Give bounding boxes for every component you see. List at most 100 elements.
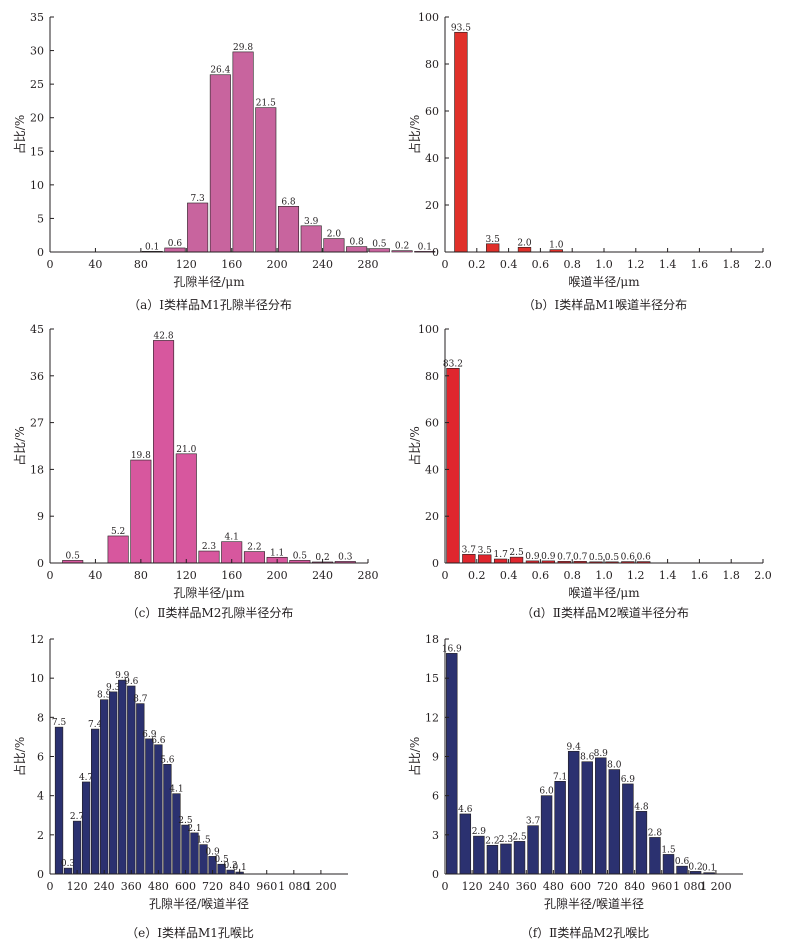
x-tick-label-e-6: 720 xyxy=(202,880,223,893)
y-axis-title-e: 占比/% xyxy=(12,737,27,776)
bar-c-7 xyxy=(243,551,265,564)
y-axis-title-c: 占比/% xyxy=(12,426,27,465)
bar-e-2 xyxy=(72,820,82,875)
y-tick-label-c-5: 45 xyxy=(30,323,44,336)
data-label-f-8: 7.1 xyxy=(553,772,567,782)
data-label-e-10: 6.9 xyxy=(142,730,157,740)
data-label-e-15: 2.1 xyxy=(187,824,201,834)
y-tick-label-e-2: 4 xyxy=(37,790,44,803)
data-label-f-11: 8.9 xyxy=(594,749,609,759)
data-label-f-4: 2.3 xyxy=(499,835,514,845)
y-tick-label-a-3: 15 xyxy=(30,145,44,158)
chart-svg-f: 16.9 4.6 2.92.2 2.3 2.5 3.7 6.0 7.1 9.48.6 8.9 8.0… xyxy=(407,633,743,911)
data-label-c-6: 4.1 xyxy=(225,533,239,543)
data-label-a-9: 0.8 xyxy=(349,238,364,248)
data-label-e-11: 6.6 xyxy=(151,736,166,746)
y-tick-label-c-1: 9 xyxy=(37,510,44,523)
x-tick-label-e-10: 1 200 xyxy=(305,880,337,893)
y-axis-title-f: 占比/% xyxy=(407,737,422,776)
chart-svg-a: 0.1 0.6 7.3 26.4 29.8 21.5 6.8 3.9 2.0 0.8 0.5 0.2 0… xyxy=(12,11,436,289)
y-tick-label-d-4: 80 xyxy=(425,370,439,383)
bar-f-1 xyxy=(459,813,472,875)
data-label-c-8: 1.1 xyxy=(270,548,284,558)
x-tick-label-c-6: 240 xyxy=(312,569,333,582)
x-tick-label-f-2: 240 xyxy=(489,880,510,893)
data-label-e-19: 0.2 xyxy=(223,861,237,871)
data-label-c-0: 0.5 xyxy=(66,551,81,561)
x-tick-label-c-7: 280 xyxy=(358,569,379,582)
data-label-f-3: 2.2 xyxy=(485,836,499,846)
x-tick-label-e-3: 360 xyxy=(121,880,142,893)
y-tick-label-b-4: 80 xyxy=(425,58,439,71)
data-label-d-4: 2.5 xyxy=(509,548,524,558)
bar-f-13 xyxy=(622,783,634,875)
x-tick-label-c-2: 80 xyxy=(134,569,148,582)
data-label-e-3: 4.7 xyxy=(79,773,94,783)
y-tick-label-b-5: 100 xyxy=(418,11,439,24)
x-tick-label-e-1: 120 xyxy=(67,880,88,893)
bar-f-4 xyxy=(500,843,512,875)
chart-panel-c: 0.5 5.2 19.8 42.8 21.0 2.3 4.1 2.2 1.1 0.5 0.2 0.3 0… xyxy=(0,316,395,626)
x-tick-label-b-5: 1.0 xyxy=(595,258,613,271)
bar-a-6 xyxy=(277,206,300,253)
x-tick-label-e-2: 240 xyxy=(94,880,115,893)
data-label-f-14: 4.8 xyxy=(634,802,649,812)
data-label-c-9: 0.5 xyxy=(293,551,308,561)
y-tick-label-e-4: 8 xyxy=(37,711,44,724)
data-label-e-2: 2.7 xyxy=(70,812,85,822)
y-tick-label-c-4: 36 xyxy=(30,370,44,383)
bar-f-17 xyxy=(676,865,688,875)
x-tick-label-f-3: 360 xyxy=(516,880,537,893)
x-tick-label-d-4: 0.8 xyxy=(563,569,581,582)
y-axis-title-b: 占比/% xyxy=(407,115,422,154)
bar-a-11 xyxy=(391,250,413,253)
x-tick-label-b-10: 2.0 xyxy=(754,258,772,271)
data-label-d-11: 0.6 xyxy=(621,553,636,563)
y-tick-label-a-2: 10 xyxy=(30,179,44,192)
y-tick-label-d-2: 40 xyxy=(425,463,439,476)
bar-f-7 xyxy=(540,795,553,875)
data-label-f-6: 3.7 xyxy=(526,817,541,827)
data-label-f-7: 6.0 xyxy=(539,787,554,797)
x-axis-title-c: 孔隙半径/μm xyxy=(173,586,245,600)
x-tick-label-f-10: 1 200 xyxy=(700,880,732,893)
bar-c-2 xyxy=(130,459,152,564)
data-label-d-3: 1.7 xyxy=(493,550,508,560)
bar-a-5 xyxy=(255,107,277,253)
x-tick-label-c-5: 200 xyxy=(267,569,288,582)
data-label-d-0: 83.2 xyxy=(443,359,463,369)
data-label-d-7: 0.7 xyxy=(557,552,572,562)
y-tick-label-f-4: 12 xyxy=(425,711,439,724)
data-label-e-18: 0.5 xyxy=(214,855,229,865)
x-axis-title-b: 喉道半径/μm xyxy=(568,275,640,289)
bar-e-13 xyxy=(172,793,181,875)
data-label-d-1: 3.7 xyxy=(462,545,477,555)
bar-c-4 xyxy=(175,453,197,564)
data-label-a-1: 0.6 xyxy=(168,239,183,249)
chart-caption-c: （c）Ⅱ类样品M2孔隙半径分布 xyxy=(126,606,294,620)
x-tick-label-a-7: 280 xyxy=(358,258,379,271)
data-label-b-3: 1.0 xyxy=(549,241,564,251)
x-tick-label-e-8: 960 xyxy=(256,880,277,893)
data-label-e-5: 8.9 xyxy=(97,691,112,701)
x-tick-label-a-2: 80 xyxy=(134,258,148,271)
y-tick-label-e-3: 6 xyxy=(37,751,44,764)
data-label-e-13: 4.1 xyxy=(169,785,183,795)
x-tick-label-b-6: 1.2 xyxy=(627,258,645,271)
bar-f-2 xyxy=(473,835,485,875)
x-tick-label-f-8: 960 xyxy=(651,880,672,893)
chart-svg-e: 7.5 0.3 2.7 4.7 7.4 8.99.3 9.99.6 8.7 6.96.6 5.6 4… xyxy=(12,633,348,911)
data-label-a-11: 0.2 xyxy=(395,242,409,252)
data-label-f-2: 2.9 xyxy=(472,827,487,837)
x-tick-label-d-0: 0 xyxy=(442,569,449,582)
x-tick-label-d-7: 1.4 xyxy=(659,569,677,582)
data-label-d-6: 0.9 xyxy=(541,552,556,562)
data-label-a-5: 21.5 xyxy=(256,99,276,109)
x-tick-label-d-2: 0.4 xyxy=(500,569,518,582)
y-tick-label-a-5: 25 xyxy=(30,78,44,91)
x-tick-label-b-3: 0.6 xyxy=(532,258,550,271)
y-tick-label-e-0: 0 xyxy=(37,868,44,881)
y-axis-title-d: 占比/% xyxy=(407,426,422,465)
data-label-f-15: 2.8 xyxy=(648,828,663,838)
y-tick-label-d-1: 20 xyxy=(425,510,439,523)
